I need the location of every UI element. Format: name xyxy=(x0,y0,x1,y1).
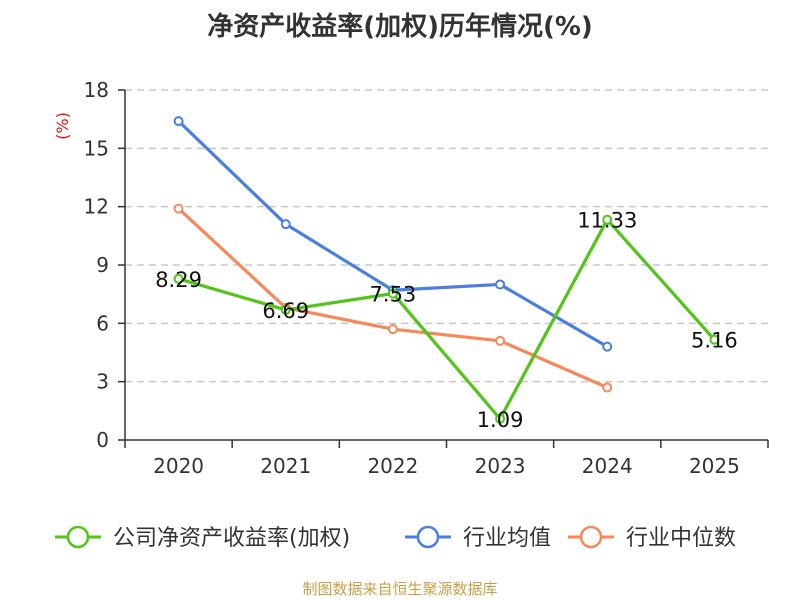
data-label: 6.69 xyxy=(262,299,309,323)
legend-marker xyxy=(66,525,90,549)
x-tick-label: 2023 xyxy=(475,454,526,478)
y-tick-label: 3 xyxy=(96,370,109,394)
data-point xyxy=(495,279,506,290)
chart-title: 净资产收益率(加权)历年情况(%) xyxy=(207,12,593,42)
data-point xyxy=(495,413,506,424)
legend-marker xyxy=(579,525,603,549)
legend-marker xyxy=(416,525,440,549)
data-label: 5.16 xyxy=(691,329,738,353)
data-label: 1.09 xyxy=(477,408,524,432)
data-point xyxy=(173,116,184,127)
legend-label: 行业中位数 xyxy=(626,526,736,551)
x-tick-label: 2022 xyxy=(367,454,418,478)
x-tick-label: 2024 xyxy=(582,454,633,478)
data-point xyxy=(173,273,184,284)
x-tick-label: 2020 xyxy=(153,454,204,478)
legend-item[interactable]: 行业中位数 xyxy=(568,525,736,551)
data-point xyxy=(709,334,720,345)
series-layer xyxy=(173,116,720,424)
grid-lines xyxy=(125,89,768,383)
legend: 公司净资产收益率(加权) 行业均值 行业中位数 xyxy=(55,525,736,551)
data-label: 8.29 xyxy=(155,268,202,292)
data-point xyxy=(495,335,506,346)
data-point xyxy=(602,382,613,393)
x-tick-label: 2025 xyxy=(689,454,740,478)
legend-label: 公司净资产收益率(加权) xyxy=(113,526,350,551)
data-point xyxy=(387,288,398,299)
series-line xyxy=(178,218,716,421)
axes: 0 3 6 9 12 15 18 2020 2021 2022 2023 2024 2025 xyxy=(84,78,769,478)
data-point xyxy=(173,203,184,214)
y-tick-label: 9 xyxy=(96,253,109,277)
data-label: 11.33 xyxy=(577,209,637,233)
data-point xyxy=(280,304,291,315)
data-point xyxy=(387,324,398,335)
series-line xyxy=(177,119,609,349)
y-axis-label: (%) xyxy=(53,112,72,140)
x-tick-label: 2021 xyxy=(260,454,311,478)
data-point xyxy=(280,219,291,230)
data-point xyxy=(602,341,613,352)
data-label: 7.53 xyxy=(370,283,417,307)
y-tick-label: 18 xyxy=(84,78,109,102)
y-tick-label: 6 xyxy=(96,311,109,335)
y-tick-label: 0 xyxy=(96,428,109,452)
y-tick-label: 12 xyxy=(84,195,109,219)
source-note: 制图数据来自恒生聚源数据库 xyxy=(302,580,498,598)
data-point xyxy=(602,214,613,225)
legend-item[interactable]: 公司净资产收益率(加权) xyxy=(55,525,350,551)
legend-item[interactable]: 行业均值 xyxy=(405,525,551,551)
y-tick-label: 15 xyxy=(84,136,109,160)
legend-label: 行业均值 xyxy=(463,526,551,551)
data-labels: 8.29 6.69 7.53 1.09 11.33 5.16 xyxy=(155,209,738,432)
